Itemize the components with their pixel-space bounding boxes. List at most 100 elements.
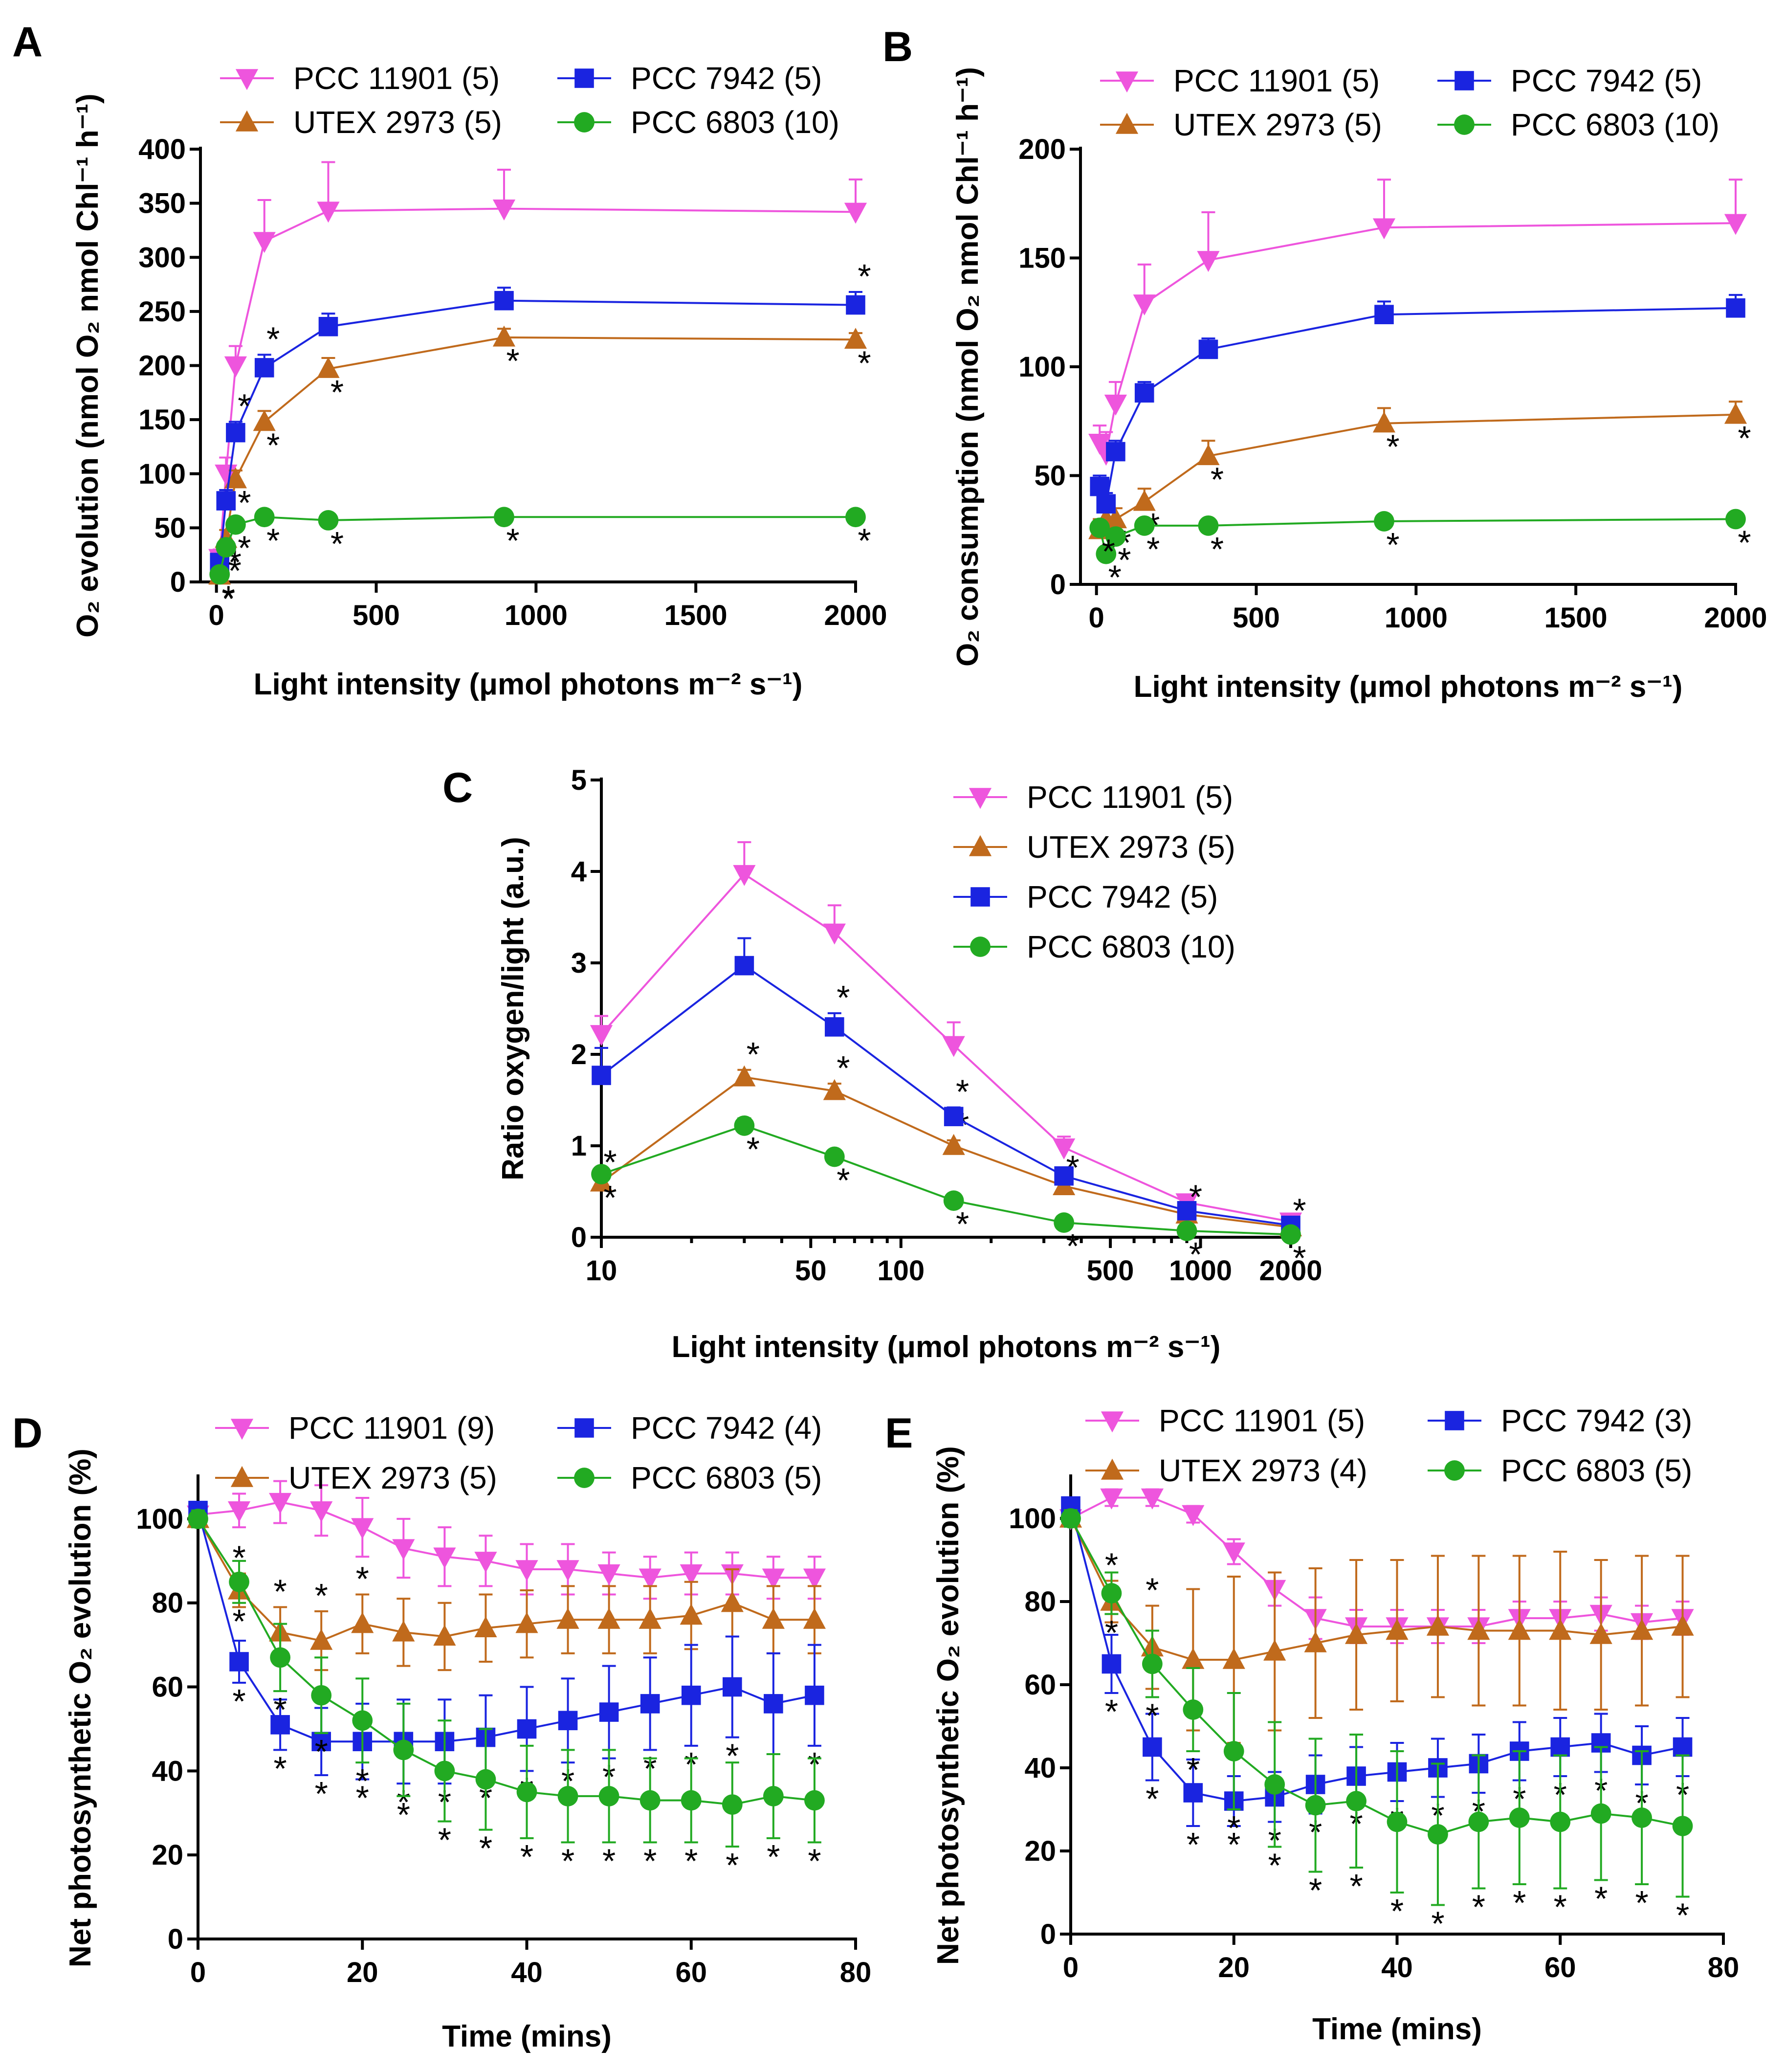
- legend-marker-pcc-11901-a: [235, 69, 259, 90]
- significance-star-b: *: [1211, 460, 1224, 498]
- data-point-pcc-11901-d: [433, 1547, 456, 1569]
- data-point-pcc-7942-e: [1673, 1737, 1693, 1757]
- series-line-utex-2973-a: [219, 336, 856, 576]
- significance-star-c: *: [1066, 1227, 1080, 1265]
- y-axis-label-b: O₂ consumption (nmol O₂ nmol Chl⁻¹ h⁻¹): [951, 67, 985, 667]
- x-axis-label-b: Light intensity (μmol photons m⁻² s⁻¹): [1134, 670, 1683, 704]
- data-point-pcc-7942-b: [1198, 339, 1218, 359]
- data-point-pcc-7942-d: [229, 1652, 249, 1671]
- data-point-pcc-6803-e: [1428, 1824, 1448, 1845]
- legend-marker-pcc-6803-c: [970, 936, 991, 957]
- significance-star-a: *: [266, 426, 280, 465]
- x-tick-label-b: 1000: [1385, 602, 1448, 634]
- significance-star-e: *: [1187, 1826, 1200, 1864]
- data-point-utex-2973-e: [1182, 1648, 1205, 1669]
- data-point-pcc-11901-d: [803, 1568, 826, 1590]
- data-point-pcc-6803-d: [475, 1769, 496, 1790]
- legend-label-c: PCC 6803 (10): [1027, 929, 1235, 964]
- data-point-pcc-11901-d: [556, 1560, 579, 1582]
- x-tick-label-e: 0: [1063, 1952, 1079, 1983]
- significance-star-c: *: [837, 1161, 850, 1199]
- y-tick-label-a: 250: [138, 296, 186, 328]
- data-point-pcc-11901-c: [823, 923, 846, 945]
- data-point-pcc-7942-d: [764, 1694, 783, 1714]
- significance-star-d: *: [232, 1603, 245, 1641]
- data-point-pcc-7942-b: [1374, 305, 1394, 324]
- legend-entry-utex-2973-d: UTEX 2973 (5): [215, 1460, 497, 1495]
- x-tick-label-a: 2000: [824, 600, 887, 631]
- significance-star-d: *: [397, 1796, 410, 1834]
- data-point-pcc-11901-e: [1141, 1488, 1164, 1510]
- significance-star-d: *: [356, 1560, 369, 1598]
- series-pcc-6803-d: ****** * * * * * * * * *: [188, 1509, 825, 1884]
- x-tick-label-c: 10: [586, 1255, 617, 1287]
- data-point-utex-2973-d: [803, 1607, 826, 1629]
- data-point-pcc-6803-e: [1672, 1816, 1693, 1836]
- legend-marker-pcc-11901-b: [1115, 71, 1139, 93]
- data-point-pcc-7942-c: [734, 956, 754, 976]
- significance-star-d: *: [808, 1842, 821, 1880]
- data-point-utex-2973-e: [1222, 1648, 1245, 1669]
- data-point-pcc-6803-a: [216, 537, 237, 558]
- y-axis-label-c: Ratio oxygen/light (a.u.): [496, 837, 530, 1181]
- legend-entry-pcc-11901-e: PCC 11901 (5): [1085, 1403, 1365, 1438]
- legend-label-c: PCC 7942 (5): [1027, 879, 1218, 914]
- series-line-pcc-11901-a: [219, 207, 856, 558]
- data-point-pcc-11901-d: [474, 1552, 497, 1573]
- data-point-utex-2973-c: [823, 1079, 846, 1100]
- legend-entry-pcc-7942-b: PCC 7942 (5): [1437, 63, 1702, 98]
- legend-label-a: PCC 7942 (5): [631, 61, 822, 96]
- y-tick-label-e: 0: [1040, 1918, 1056, 1950]
- y-tick-label-a: 400: [138, 134, 186, 165]
- data-point-pcc-7942-d: [681, 1685, 701, 1705]
- y-tick-label-e: 20: [1024, 1835, 1056, 1867]
- legend-marker-utex-2973-d: [230, 1466, 254, 1487]
- data-point-utex-2973-d: [762, 1607, 785, 1629]
- significance-star-a: *: [238, 387, 251, 425]
- significance-star-b: *: [1102, 532, 1115, 570]
- significance-star-a: *: [222, 580, 235, 618]
- significance-star-b: *: [1146, 530, 1160, 568]
- data-point-pcc-11901-a: [253, 232, 276, 253]
- data-point-pcc-7942-d: [517, 1719, 537, 1739]
- data-point-utex-2973-e: [1671, 1614, 1694, 1636]
- significance-star-e: *: [1309, 1871, 1322, 1910]
- legend-label-b: UTEX 2973 (5): [1173, 107, 1382, 142]
- series-line-pcc-11901-b: [1099, 222, 1736, 457]
- y-tick-label-d: 40: [152, 1755, 183, 1787]
- x-tick-label-a: 1500: [664, 600, 727, 631]
- significance-star-d: *: [315, 1577, 328, 1615]
- significance-star-e: *: [1146, 1780, 1159, 1818]
- x-tick-label-c: 1000: [1169, 1255, 1232, 1287]
- panel-letter-c: C: [442, 764, 473, 811]
- significance-star-a: *: [331, 525, 344, 563]
- data-point-pcc-6803-e: [1264, 1774, 1285, 1795]
- significance-star-c: *: [837, 1049, 850, 1087]
- data-point-pcc-6803-c: [1176, 1221, 1197, 1241]
- x-tick-label-c: 2000: [1259, 1255, 1322, 1287]
- x-tick-label-b: 0: [1089, 602, 1104, 634]
- y-tick-label-c: 0: [571, 1222, 587, 1253]
- data-point-pcc-6803-d: [352, 1710, 373, 1731]
- legend-entry-pcc-6803-a: PCC 6803 (10): [557, 105, 839, 140]
- panel-letter-e: E: [885, 1410, 913, 1457]
- x-axis-label-d: Time (mins): [442, 2020, 612, 2053]
- legend-entry-pcc-11901-d: PCC 11901 (9): [215, 1410, 495, 1446]
- data-point-pcc-11901-d: [351, 1518, 374, 1539]
- y-axis-label-d: Net photosynthetic O₂ evolution (%): [64, 1448, 97, 1967]
- significance-star-c: *: [956, 1072, 969, 1111]
- data-point-pcc-6803-c: [734, 1115, 755, 1136]
- x-tick-label-d: 0: [190, 1957, 206, 1988]
- data-point-pcc-6803-d: [681, 1790, 702, 1811]
- data-point-pcc-7942-a: [494, 290, 514, 311]
- data-point-pcc-6803-c: [824, 1146, 845, 1167]
- y-tick-label-b: 100: [1018, 351, 1066, 383]
- data-point-pcc-7942-d: [640, 1694, 660, 1714]
- significance-star-e: *: [1268, 1847, 1281, 1885]
- significance-star-d: *: [684, 1842, 698, 1880]
- significance-star-a: *: [222, 579, 235, 617]
- data-point-pcc-7942-a: [318, 317, 338, 336]
- significance-star-e: *: [1146, 1571, 1159, 1609]
- y-tick-label-d: 60: [152, 1671, 183, 1703]
- data-point-pcc-6803-c: [1054, 1212, 1075, 1233]
